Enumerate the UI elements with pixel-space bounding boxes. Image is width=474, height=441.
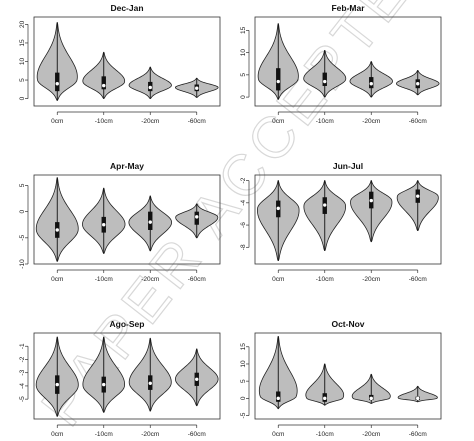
violin-iqr-box xyxy=(322,72,327,86)
y-tick-label: -2 xyxy=(19,356,26,362)
chart-panel-6: Oct-Nov -5 0 5 10 15 0cm -10cm -20cm -60cm xyxy=(240,319,442,438)
x-tick-label: -20cm xyxy=(362,431,380,438)
violin-iqr-box xyxy=(276,68,281,91)
plot-frame xyxy=(254,332,442,420)
x-tick-label: -20cm xyxy=(141,276,159,283)
y-tick-label: -5 xyxy=(19,396,26,402)
y-tick-label: 10 xyxy=(19,58,26,66)
y-tick-label: 15 xyxy=(240,343,247,351)
x-tick-label: -60cm xyxy=(409,276,427,283)
y-tick-label: 5 xyxy=(19,78,26,82)
y-tick-label: -5 xyxy=(240,412,247,418)
chart-title: Apr-May xyxy=(110,161,144,171)
y-tick-label: 20 xyxy=(19,20,26,28)
violin-median-point xyxy=(323,79,327,84)
violin-median-point xyxy=(416,396,420,401)
y-tick-label: -5 xyxy=(19,235,26,241)
violin-median-point xyxy=(102,382,106,387)
x-tick-label: -20cm xyxy=(362,276,380,283)
chart-title: Jun-Jul xyxy=(333,161,363,171)
violin-median-point xyxy=(195,377,199,382)
plot-frame xyxy=(33,332,221,420)
violin-iqr-box xyxy=(101,76,106,90)
violin-median-point xyxy=(102,83,106,88)
violin-median-point xyxy=(323,203,327,207)
violin-median-point xyxy=(416,194,420,198)
y-tick-label: 0 xyxy=(19,209,26,213)
y-tick-label: -8 xyxy=(240,244,247,250)
y-tick-label: -4 xyxy=(240,200,247,206)
violin-median-point xyxy=(195,215,199,219)
chart-panel-4: Jun-Jul-8-6-4-20cm -10cm -20cm -60cm xyxy=(240,161,442,283)
x-tick-label: -60cm xyxy=(188,118,206,125)
x-tick-label: -10cm xyxy=(316,118,334,125)
chart-panel-2: Feb-Mar 0 5 10 15 0cm -10cm -20cm -60cm xyxy=(240,3,442,125)
chart-title: Ago-Sep xyxy=(110,319,145,329)
y-tick-label: 5 xyxy=(19,183,26,187)
violin-median-point xyxy=(369,198,373,203)
y-tick-label: 0 xyxy=(19,96,26,100)
plot-frame xyxy=(33,174,221,265)
x-tick-label: 0cm xyxy=(51,118,63,125)
y-tick-label: -10 xyxy=(19,259,26,269)
violin-median-point xyxy=(276,206,280,211)
x-tick-label: -10cm xyxy=(316,431,334,438)
y-tick-label: -4 xyxy=(19,383,26,389)
y-tick-label: -6 xyxy=(240,222,247,228)
violin-iqr-box xyxy=(276,391,281,402)
x-tick-label: -10cm xyxy=(95,276,113,283)
chart-panel-5: Ago-Sep-5-4-3-2-10cm -10cm -20cm -60cm xyxy=(19,319,221,438)
violin-median-point xyxy=(148,381,152,385)
x-tick-label: 0cm xyxy=(51,276,63,283)
plot-frame xyxy=(254,174,442,265)
y-tick-label: -2 xyxy=(240,177,247,183)
violin-median-point xyxy=(148,85,152,90)
y-tick-label: 15 xyxy=(240,26,247,34)
violin-iqr-box xyxy=(55,72,60,92)
x-tick-label: -10cm xyxy=(316,276,334,283)
y-tick-label: 10 xyxy=(240,49,247,57)
x-tick-label: 0cm xyxy=(272,431,284,438)
violin-median-point xyxy=(55,82,59,86)
chart-panel-3: Apr-May -10 -5 0 5 0cm -10cm -20cm -60cm xyxy=(19,161,221,283)
x-tick-label: -20cm xyxy=(141,431,159,438)
y-tick-label: -3 xyxy=(19,369,26,375)
y-tick-label: 10 xyxy=(240,360,247,368)
violin-median-point xyxy=(276,79,280,84)
y-tick-label: 0 xyxy=(240,396,247,400)
y-tick-label: -1 xyxy=(19,343,26,349)
violin-median-point xyxy=(195,86,199,90)
violin-median-point xyxy=(102,223,106,227)
violin-median-point xyxy=(369,396,373,401)
plot-frame xyxy=(33,16,221,107)
x-tick-label: -60cm xyxy=(188,276,206,283)
violin-median-point xyxy=(416,82,420,86)
x-tick-label: 0cm xyxy=(51,431,63,438)
chart-title: Oct-Nov xyxy=(331,319,364,329)
x-tick-label: -10cm xyxy=(95,431,113,438)
violin-median-point xyxy=(323,396,327,401)
plot-frame xyxy=(254,16,442,107)
x-tick-label: 0cm xyxy=(272,118,284,125)
violin-median-point xyxy=(369,82,373,86)
x-tick-label: -20cm xyxy=(141,118,159,125)
y-tick-label: 15 xyxy=(19,39,26,47)
chart-panel-1: Dec-Jan 0 5 10 15 20 0cm -10cm -20cm -60cm xyxy=(19,3,221,125)
x-tick-label: -10cm xyxy=(95,118,113,125)
y-tick-label: 5 xyxy=(240,73,247,77)
x-tick-label: -60cm xyxy=(409,118,427,125)
chart-title: Feb-Mar xyxy=(331,3,365,13)
chart-title: Dec-Jan xyxy=(110,3,143,13)
y-tick-label: 5 xyxy=(240,379,247,383)
x-tick-label: 0cm xyxy=(272,276,284,283)
violin-median-point xyxy=(55,228,59,232)
x-tick-label: -60cm xyxy=(188,431,206,438)
violin-median-point xyxy=(148,220,152,224)
x-tick-label: -60cm xyxy=(409,431,427,438)
x-tick-label: -20cm xyxy=(362,118,380,125)
violin-median-point xyxy=(276,396,280,401)
violin-median-point xyxy=(55,382,59,387)
y-tick-label: 0 xyxy=(240,95,247,99)
